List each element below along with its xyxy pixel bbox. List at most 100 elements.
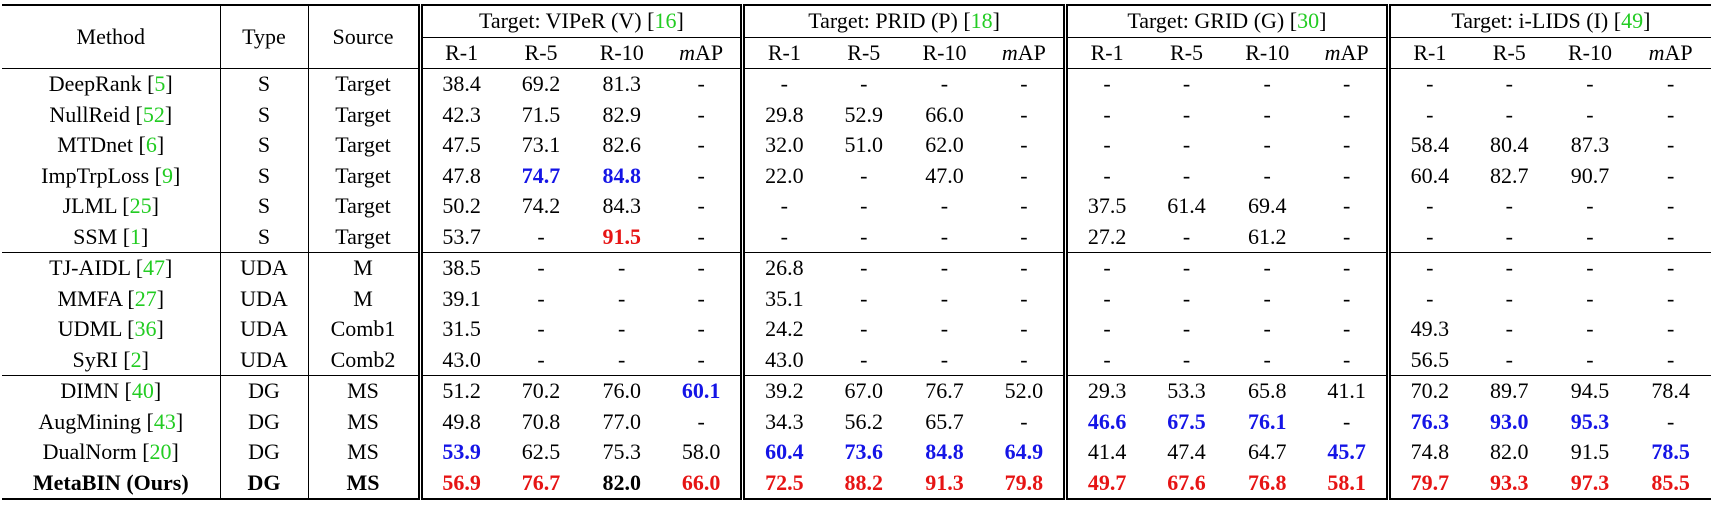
value-cell: -: [1020, 285, 1028, 311]
value-cell: 71.5: [521, 101, 561, 127]
value-cell: -: [1020, 193, 1028, 219]
type-cell: S: [219, 191, 308, 222]
target-prefix: Target:: [1451, 8, 1519, 34]
value-cell: 31.5: [417, 314, 501, 345]
value-cell: -: [662, 252, 743, 284]
value-cell: 80.4: [1490, 132, 1529, 158]
value-cell: 49.8: [417, 406, 501, 437]
cite-bracket: ]: [676, 8, 684, 34]
value-cell: -: [1505, 101, 1513, 127]
value-cell: -: [1586, 346, 1594, 372]
value-cell: 73.6: [844, 439, 884, 465]
value-cell: -: [1342, 316, 1351, 342]
value-cell: -: [1586, 71, 1594, 97]
method-cell: DualNorm [20]: [2, 437, 220, 468]
value-cell: 38.4: [417, 68, 501, 100]
table-row: NullReid [52] S Target 42.3 71.5 82.9-29.8 52.…: [2, 99, 1711, 130]
cite-bracket: ]: [992, 8, 1000, 34]
cite-bracket: ]: [173, 162, 181, 188]
value-cell: 29.3: [1063, 375, 1147, 407]
value-cell: -: [697, 132, 705, 158]
table-head: Method Type Source Target: VIPeR (V) [16] Ta…: [2, 4, 1711, 69]
value-cell: 49.3: [1385, 314, 1469, 345]
value-cell: -: [1263, 132, 1271, 158]
cite-bracket: [: [127, 316, 135, 342]
value-cell: -: [1182, 101, 1191, 127]
cite-ref: 18: [970, 8, 993, 34]
target-prefix: Target:: [478, 8, 546, 34]
cite-ref: 16: [654, 8, 677, 34]
value-cell: 47.8: [417, 160, 501, 191]
value-cell: 47.0: [925, 162, 964, 188]
value-cell: -: [1586, 101, 1594, 127]
value-cell: 79.7: [1385, 467, 1469, 500]
value-cell: -: [1063, 99, 1147, 130]
value-cell: 78.5: [1651, 439, 1690, 465]
value-cell: -: [1020, 132, 1028, 158]
value-cell: 88.2: [823, 467, 905, 500]
cite-ref: 27: [134, 285, 157, 311]
value-cell: -: [1063, 314, 1147, 345]
metric-header: R-10: [1226, 37, 1308, 69]
value-cell: -: [618, 316, 626, 342]
value-cell: 56.9: [417, 467, 501, 500]
value-cell: -: [860, 71, 868, 97]
value-cell: -: [1666, 408, 1675, 434]
results-table: Method Type Source Target: VIPeR (V) [16] Ta…: [2, 4, 1711, 500]
value-cell: 91.5: [602, 223, 641, 249]
value-cell: -: [940, 223, 949, 249]
value-cell: 34.3: [740, 406, 824, 437]
value-cell: 82.0: [1490, 439, 1529, 465]
value-cell: -: [1666, 316, 1675, 342]
table-row: MMFA [27] UDA M 39.1- - -35.1- - - - - - - - - - -: [2, 283, 1711, 314]
value-cell: 87.3: [1570, 132, 1610, 158]
value-cell: 39.1: [417, 283, 501, 314]
group-header: Target: VIPeR (V) [16]: [417, 4, 743, 38]
type-cell: DG: [219, 406, 308, 437]
value-cell: -: [940, 71, 949, 97]
column-header: Source: [307, 4, 420, 69]
value-cell: -: [740, 191, 824, 222]
value-cell: -: [1342, 162, 1351, 188]
cite-bracket: [: [123, 346, 131, 372]
value-cell: -: [1342, 132, 1351, 158]
metric-header: R-1: [740, 37, 824, 69]
metric-header: R-5: [823, 37, 905, 69]
table-row: ImpTrpLoss [9] S Target 47.8 74.7 84.8-22.0-4…: [2, 160, 1711, 191]
method-name: JLML: [62, 193, 117, 219]
method-name: DualNorm: [42, 439, 137, 465]
value-cell: 47.4: [1167, 439, 1206, 465]
value-cell: 60.4: [1385, 160, 1469, 191]
method-name: MMFA: [57, 285, 122, 311]
value-cell: -: [1342, 101, 1351, 127]
method-cell: MetaBIN (Ours): [2, 467, 220, 500]
table-row: DIMN [40] DG MS 51.2 70.2 76.0 60.1 39.2 67.0 76.…: [2, 375, 1711, 407]
value-cell: 61.4: [1167, 193, 1206, 219]
cite-bracket: [: [135, 101, 143, 127]
table-row: MetaBIN (Ours) DG MS 56.9 76.7 82.0 66.0 72.5 88…: [2, 467, 1711, 500]
value-cell: -: [618, 285, 626, 311]
source-cell: M: [307, 283, 420, 314]
table-row: SSM [1] S Target 53.7-91.5- - - - -27.2-61.2- - -…: [2, 221, 1711, 253]
cite-bracket: [: [122, 193, 130, 219]
metric-header: mAP: [1630, 37, 1711, 69]
value-cell: -: [1342, 285, 1351, 311]
value-cell: -: [1063, 283, 1147, 314]
value-cell: -: [1020, 71, 1028, 97]
value-cell: -: [1505, 71, 1513, 97]
value-cell: 85.5: [1630, 467, 1711, 500]
column-header: Type: [219, 4, 308, 69]
cite-ref: 6: [145, 132, 157, 158]
value-cell: 89.7: [1468, 375, 1550, 407]
value-cell: -: [537, 285, 545, 311]
value-cell: -: [860, 346, 868, 372]
value-cell: -: [740, 68, 824, 100]
value-cell: -: [940, 316, 949, 342]
value-cell: -: [1342, 408, 1351, 434]
target-name: PRID (P): [875, 8, 958, 34]
value-cell: -: [823, 252, 905, 284]
group-header: Target: GRID (G) [30]: [1063, 4, 1389, 38]
value-cell: 43.0: [417, 344, 501, 376]
method-cell: JLML [25]: [2, 191, 220, 222]
value-cell: -: [1342, 346, 1351, 372]
